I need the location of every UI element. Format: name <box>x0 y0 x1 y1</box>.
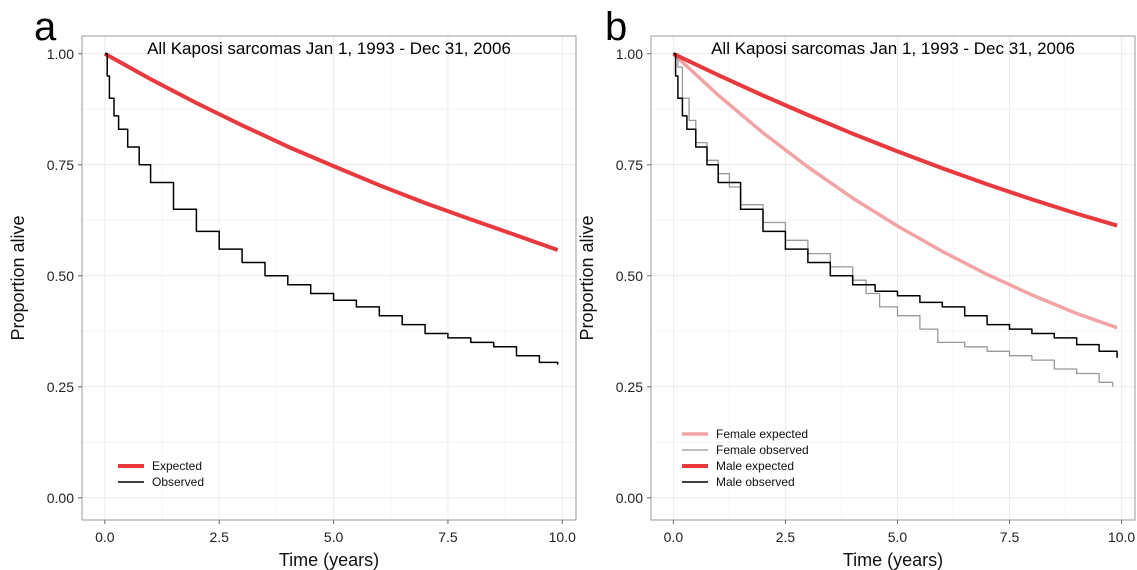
x-ticks-b: 0.0 2.5 5.0 7.5 10.0 <box>664 520 1135 545</box>
x-axis-label-b: Time (years) <box>843 550 943 570</box>
x-axis-label-a: Time (years) <box>279 550 379 570</box>
series-line-expected <box>103 52 559 252</box>
y-tick-label: 0.50 <box>47 268 74 284</box>
x-tick-label: 0.0 <box>664 529 684 545</box>
y-ticks-a: 0.00 0.25 0.50 0.75 1.00 <box>47 46 82 506</box>
y-tick-label: 0.25 <box>616 379 643 395</box>
y-tick-label: 1.00 <box>47 46 74 62</box>
panel-letter-b: b <box>605 5 627 49</box>
legend-label-observed: Observed <box>152 475 204 489</box>
series-a <box>103 52 559 365</box>
legend-label-male-expected: Male expected <box>716 459 794 473</box>
panel-b: b All Kaposi sarcomas Jan 1, 1993 - Dec … <box>577 5 1136 570</box>
chart-title-a: All Kaposi sarcomas Jan 1, 1993 - Dec 31… <box>147 39 511 58</box>
legend-label-male-observed: Male observed <box>716 475 795 489</box>
panel-letter-a: a <box>34 5 57 49</box>
y-ticks-b: 0.00 0.25 0.50 0.75 1.00 <box>616 46 651 506</box>
chart-title-b: All Kaposi sarcomas Jan 1, 1993 - Dec 31… <box>711 39 1075 58</box>
x-ticks-a: 0.0 2.5 5.0 7.5 10.0 <box>95 520 576 545</box>
y-axis-label-a: Proportion alive <box>8 215 28 340</box>
x-tick-label: 5.0 <box>324 529 344 545</box>
legend-b: Female expected Female observed Male expec… <box>682 427 809 489</box>
grid-a <box>82 36 576 520</box>
plot-frame-a <box>81 35 577 521</box>
panel-a: a All Kaposi sarcomas Jan 1, 1993 - Dec … <box>8 5 577 570</box>
y-tick-label: 0.00 <box>47 490 74 506</box>
x-tick-label: 0.0 <box>95 529 115 545</box>
x-tick-label: 7.5 <box>1000 529 1020 545</box>
legend-a: Expected Observed <box>118 459 204 489</box>
plot-frame-b <box>650 35 1136 521</box>
legend-label-female-expected: Female expected <box>716 427 808 441</box>
y-axis-label-b: Proportion alive <box>577 215 597 340</box>
series-line-observed <box>104 53 559 365</box>
y-tick-label: 0.00 <box>616 490 643 506</box>
y-tick-label: 0.75 <box>616 157 643 173</box>
x-tick-label: 2.5 <box>776 529 796 545</box>
y-tick-label: 0.50 <box>616 268 643 284</box>
series-b <box>672 51 1118 387</box>
x-tick-label: 2.5 <box>209 529 229 545</box>
grid-b <box>651 36 1135 520</box>
x-tick-label: 7.5 <box>438 529 458 545</box>
series-line-female-expected <box>672 52 1118 330</box>
y-tick-label: 0.25 <box>47 379 74 395</box>
series-line-male-observed <box>673 53 1118 358</box>
x-tick-label: 10.0 <box>1108 529 1135 545</box>
x-tick-label: 10.0 <box>549 529 576 545</box>
y-tick-label: 0.75 <box>47 157 74 173</box>
legend-label-female-observed: Female observed <box>716 443 809 457</box>
legend-label-expected: Expected <box>152 459 202 473</box>
series-line-male-expected <box>672 51 1118 228</box>
x-tick-label: 5.0 <box>888 529 908 545</box>
y-tick-label: 1.00 <box>616 46 643 62</box>
